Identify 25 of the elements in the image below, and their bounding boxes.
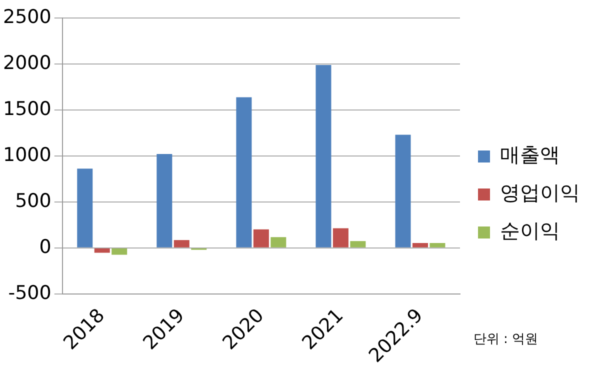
bar: [77, 168, 93, 248]
bar: [350, 241, 366, 248]
bar: [112, 248, 128, 255]
y-tick-label: 2000: [2, 52, 52, 74]
legend-label: 영업이익: [500, 180, 580, 205]
bar: [412, 243, 428, 248]
bar: [430, 243, 446, 248]
bar: [156, 154, 172, 248]
y-tick-label: 0: [39, 236, 52, 258]
bar: [94, 248, 110, 253]
y-tick-label: 2500: [2, 6, 52, 28]
y-tick-label: 1500: [2, 98, 52, 120]
bar: [253, 229, 269, 248]
y-tick-label: 1000: [2, 144, 52, 166]
legend-label: 매출액: [500, 142, 560, 167]
bar: [270, 237, 286, 248]
legend-label: 순이익: [500, 218, 560, 243]
bar: [174, 240, 190, 248]
bar: [316, 64, 332, 248]
bar: [332, 228, 348, 248]
y-tick-label: 500: [15, 190, 52, 212]
bar: [236, 97, 252, 248]
y-tick-label: -500: [8, 282, 52, 304]
bar: [395, 134, 411, 248]
text: 단위 : 억원: [473, 331, 538, 348]
